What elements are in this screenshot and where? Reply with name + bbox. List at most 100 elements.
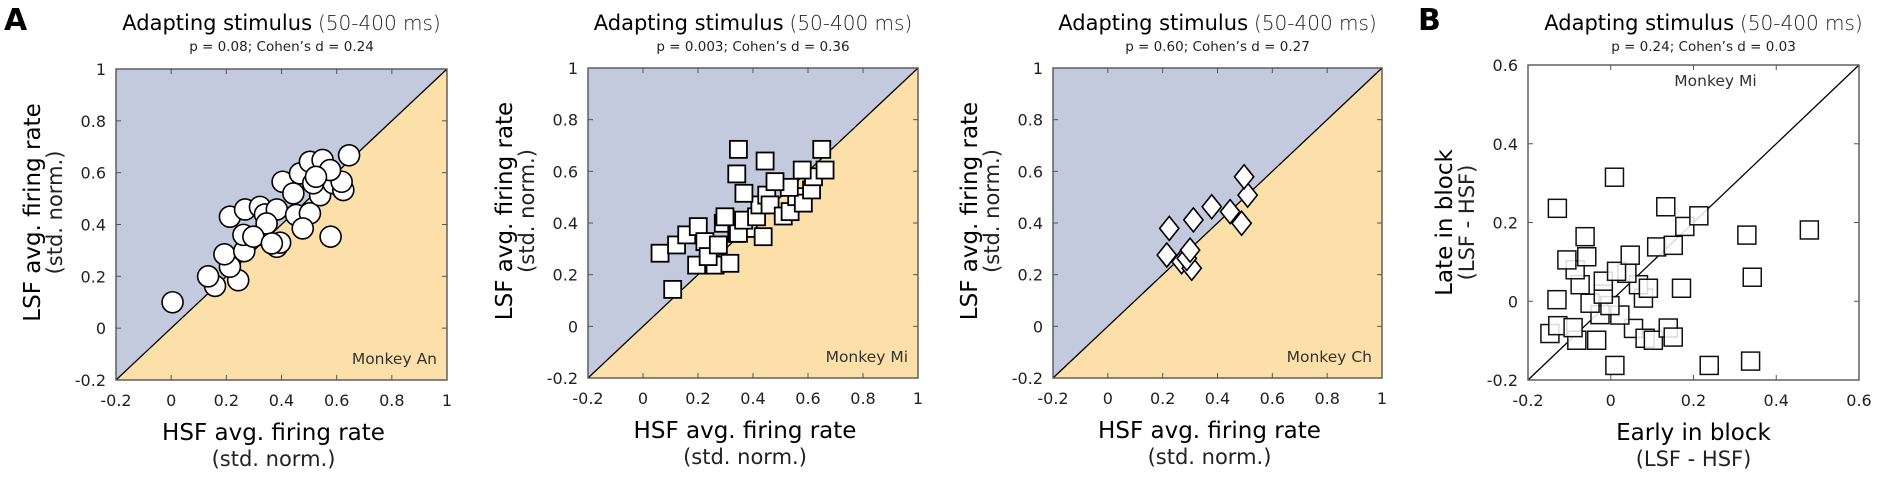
y-axis-label: LSF avg. firing rate (492, 102, 518, 320)
x-axis-label: Early in block (1616, 420, 1771, 446)
x-axis-sublabel: (std. norm.) (1148, 445, 1272, 469)
data-point-square (812, 139, 832, 159)
panel-label-a: A (4, 3, 28, 38)
scatter-monkey-mi: -0.2 0 0.2 0.4 0.6 0.8 1 -0.2 0 0.2 0.4 0.6 0.8 1 Ada… (492, 11, 923, 469)
x-tick-label: -0.2 (1037, 389, 1068, 408)
data-point-square (708, 235, 728, 255)
x-tick-label: 0.8 (850, 389, 875, 408)
data-point-diamond (1237, 181, 1259, 209)
data-point-square (1606, 261, 1627, 282)
y-tick-label: 0.4 (1018, 214, 1043, 233)
data-point-square (1656, 197, 1676, 217)
data-point-square (765, 172, 785, 192)
x-tick-label: 0.2 (685, 389, 710, 408)
data-point-square (650, 243, 670, 263)
unity-line (115, 68, 448, 381)
y-tick-label: -0.2 (1487, 371, 1518, 390)
y-tick-label: 0.4 (81, 216, 106, 235)
data-point-diamond (1201, 193, 1223, 221)
y-axis-sublabel: (LSF - HSF) (1455, 165, 1479, 281)
data-point-square (1575, 226, 1595, 247)
x-axis-label: HSF avg. firing rate (162, 420, 385, 446)
y-tick-label: 0 (568, 317, 578, 336)
title-main: Adapting stimulus (122, 11, 312, 35)
data-point-square (1620, 245, 1640, 265)
data-point-square (1663, 327, 1683, 347)
chart-title: Adapting stimulus (50-400 ms) (1544, 11, 1863, 35)
y-tick-label: 0.2 (1493, 214, 1518, 233)
y-tick-label: -0.2 (1012, 369, 1043, 388)
data-point-square (715, 207, 735, 227)
data-point-circle (337, 144, 361, 167)
monkey-annotation: Monkey An (352, 350, 437, 368)
data-point-circle (291, 217, 315, 240)
data-point-square (792, 160, 812, 180)
x-tick-label: 0.8 (379, 391, 404, 410)
scatter-monkey-ch: -0.2 0 0.2 0.4 0.6 0.8 1 -0.2 0 0.2 0.4 0.6 0.8 1 Ada… (957, 11, 1387, 469)
x-tick-label: 0 (638, 389, 648, 408)
x-tick-label: 0.6 (1260, 389, 1285, 408)
x-axis-label: HSF avg. firing rate (1098, 418, 1321, 444)
data-point-circle (161, 290, 184, 314)
data-point-square (1643, 330, 1664, 350)
monkey-annotation: Monkey Mi (826, 348, 908, 366)
y-tick-label: 1 (96, 60, 106, 79)
x-tick-label: 0.6 (795, 389, 820, 408)
x-tick-label: 0.6 (324, 391, 349, 410)
x-tick-label: 0 (1103, 389, 1113, 408)
y-axis-sublabel: (std. norm.) (43, 151, 67, 275)
data-point-square (1799, 220, 1820, 240)
chart-subtitle: p = 0.60; Cohen’s d = 0.27 (1125, 39, 1310, 55)
y-axis-sublabel: (std. norm.) (515, 149, 539, 273)
x-tick-label: 0.2 (1150, 389, 1175, 408)
x-tick-label: 0.4 (1205, 389, 1230, 408)
chart-subtitle: p = 0.003; Cohen’s d = 0.36 (656, 39, 849, 55)
x-tick-label: 0.6 (1846, 391, 1871, 410)
data-point-square (753, 227, 773, 247)
chart-subtitle: p = 0.08; Cohen’s d = 0.24 (189, 39, 374, 55)
x-tick-label: 1 (442, 391, 452, 410)
y-tick-label: -0.2 (547, 369, 578, 388)
x-tick-label: 0 (1606, 391, 1616, 410)
y-axis-label: Late in block (1432, 148, 1458, 295)
chart-subtitle: p = 0.24; Cohen’s d = 0.03 (1611, 39, 1796, 55)
y-tick-label: 0.2 (81, 267, 106, 286)
x-tick-label: 0 (166, 391, 176, 410)
x-axis-sublabel: (LSF - HSF) (1636, 447, 1752, 471)
data-point-square (1604, 167, 1625, 187)
data-point-square (663, 279, 683, 299)
scatter-monkey-an: -0.2 0 0.2 0.4 0.6 0.8 1 -0.2 0 0.2 0.4 0.6 0.8 1 Ada… (20, 11, 452, 471)
data-point-square (727, 164, 747, 184)
x-tick-label: 1 (913, 389, 923, 408)
data-point-square (1605, 355, 1625, 376)
monkey-annotation: Monkey Mi (1674, 72, 1756, 90)
data-point-diamond (1233, 163, 1255, 191)
x-axis-sublabel: (std. norm.) (683, 445, 807, 469)
x-tick-label: 0.4 (1764, 391, 1789, 410)
data-point-square (1586, 330, 1607, 350)
title-suffix: (50-400 ms) (1740, 11, 1863, 35)
y-axis-label: LSF avg. firing rate (20, 103, 46, 321)
data-point-square (1557, 250, 1577, 270)
plot-area: -0.2 0 0.2 0.4 0.6 0.8 1 -0.2 0 0.2 0.4 0.6 0.8 1 (1012, 59, 1387, 408)
y-tick-label: 0 (96, 319, 106, 338)
monkey-annotation: Monkey Ch (1287, 348, 1372, 366)
data-point-square (1699, 355, 1719, 376)
y-tick-label: 0.2 (1018, 266, 1043, 285)
x-tick-label: 1 (1377, 389, 1387, 408)
panel-label-b: B (1418, 3, 1441, 38)
data-point-square (1547, 198, 1568, 219)
title-suffix: (50-400 ms) (790, 11, 913, 35)
title-main: Adapting stimulus (1058, 11, 1248, 35)
data-point-square (1638, 278, 1659, 299)
x-tick-label: 0.4 (269, 391, 294, 410)
data-point-square (1671, 278, 1692, 299)
y-tick-label: 0.6 (1018, 162, 1043, 181)
plot-frame (115, 68, 448, 381)
data-point-circle (319, 225, 342, 248)
chart-title: Adapting stimulus (50-400 ms) (1058, 11, 1377, 35)
data-point-diamond (1158, 215, 1180, 242)
title-main: Adapting stimulus (594, 11, 784, 35)
plot-frame (1052, 67, 1383, 379)
